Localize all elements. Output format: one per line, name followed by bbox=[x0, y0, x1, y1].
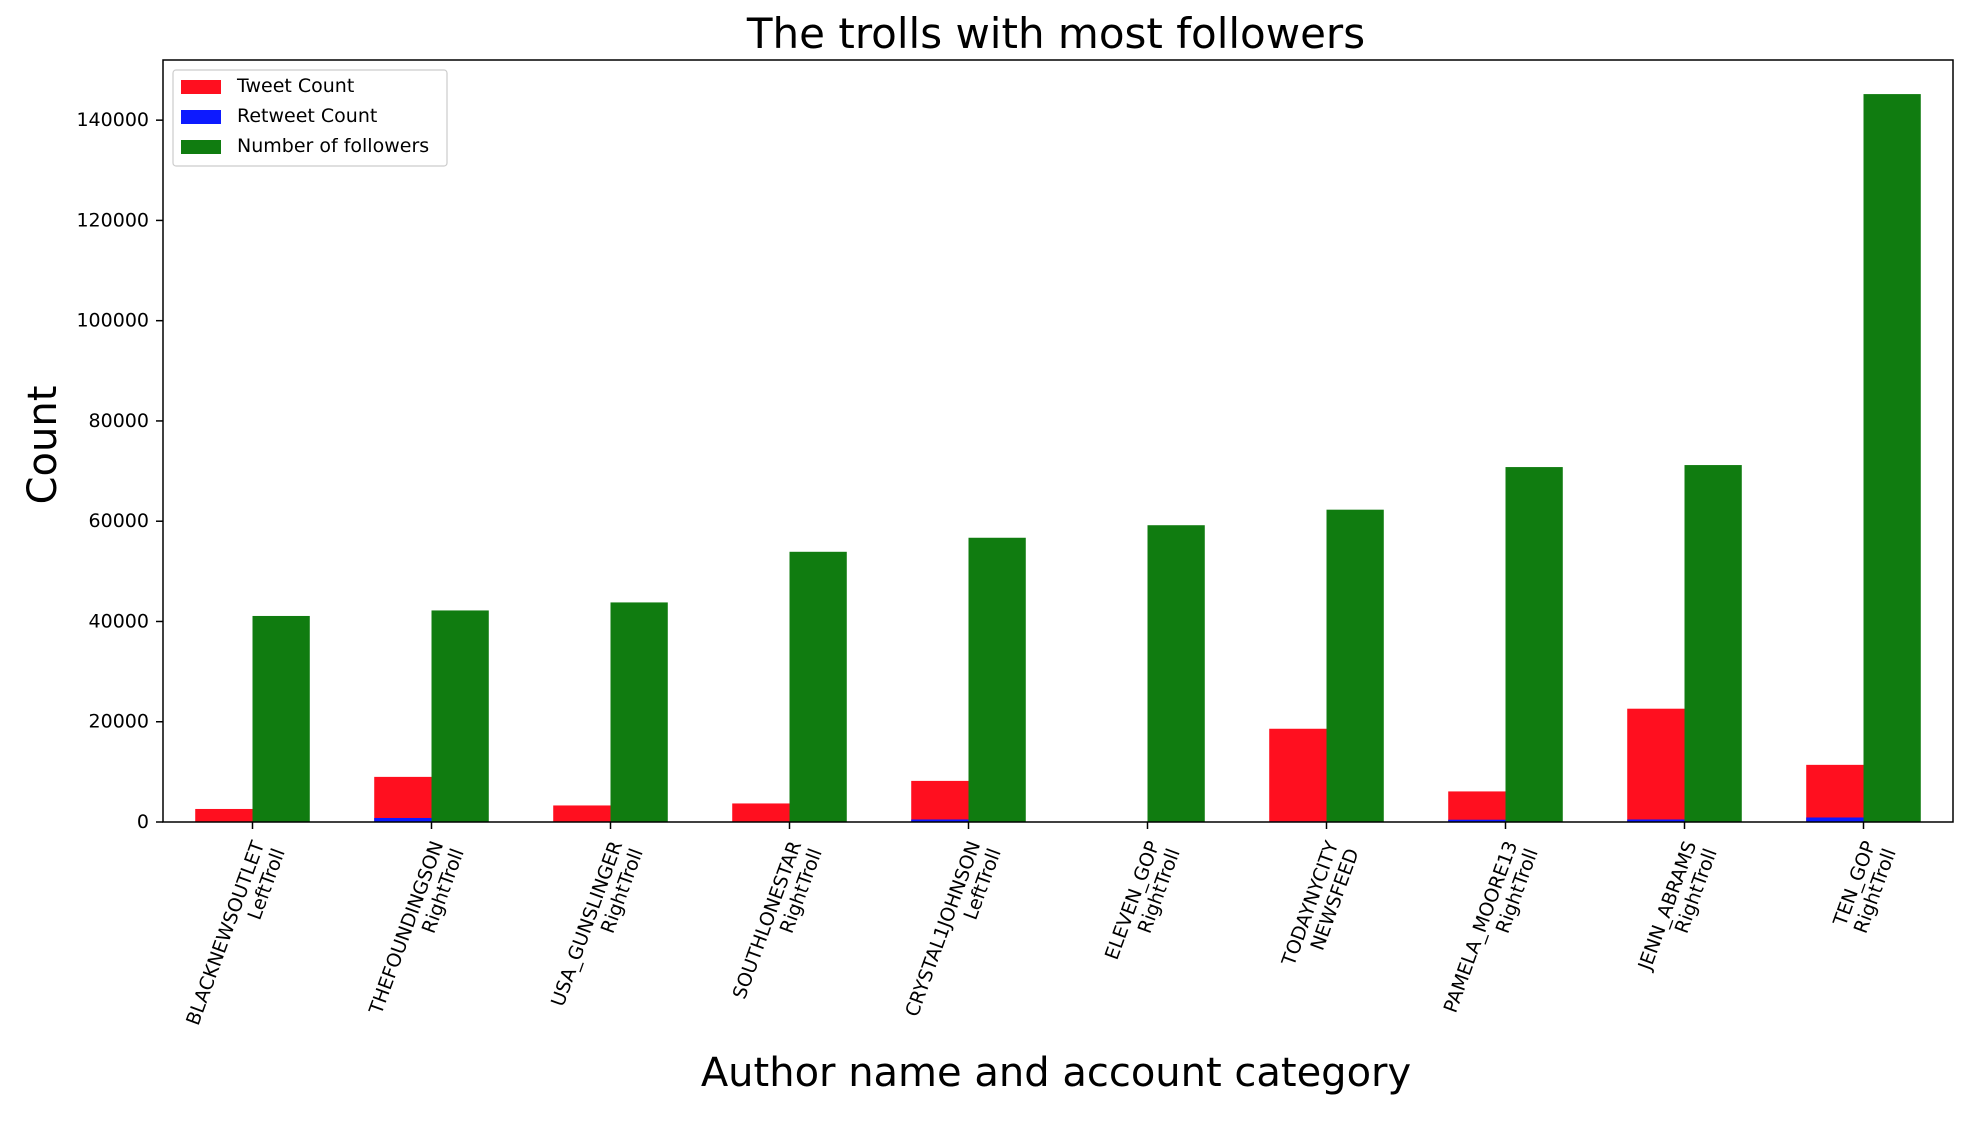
bar-number-of-followers bbox=[431, 610, 489, 822]
x-tick-label: PAMELA_MOORE13RightTroll bbox=[1440, 838, 1543, 1023]
y-axis-label: Count bbox=[20, 386, 66, 505]
bar-number-of-followers bbox=[610, 602, 668, 822]
y-tick-label: 60000 bbox=[89, 510, 149, 532]
plot-area: BLACKNEWSOUTLETLeftTroll THEFOUNDINGSONRi… bbox=[76, 59, 1954, 1036]
bar-tweet-count bbox=[1806, 764, 1864, 822]
y-tick-label: 140000 bbox=[76, 109, 149, 131]
bar-number-of-followers bbox=[789, 551, 847, 822]
legend-box bbox=[172, 69, 448, 167]
y-tick-label: 40000 bbox=[89, 610, 149, 632]
bar-number-of-followers bbox=[1326, 509, 1384, 822]
bar-tweet-count bbox=[732, 803, 790, 822]
bar-number-of-followers bbox=[968, 537, 1026, 822]
legend: Tweet Count Retweet Count Number of follow… bbox=[172, 69, 448, 167]
x-tick-label: CRYSTAL1JOHNSONLeftTroll bbox=[901, 838, 1005, 1027]
y-tick-label: 100000 bbox=[76, 310, 149, 332]
legend-swatch bbox=[181, 140, 221, 154]
legend-swatch bbox=[181, 110, 221, 124]
x-tick-label: BLACKNEWSOUTLETLeftTroll bbox=[182, 838, 290, 1036]
x-tick-label: TODAYNYCITYNEWSFEED bbox=[1277, 838, 1363, 977]
y-tick-label: 0 bbox=[137, 811, 149, 833]
bar-retweet-count bbox=[1806, 817, 1864, 822]
x-tick-label: SOUTHLONESTARRightTroll bbox=[729, 838, 827, 1009]
bar-tweet-count bbox=[553, 805, 611, 822]
bar-number-of-followers bbox=[1684, 465, 1742, 822]
legend-swatch bbox=[181, 80, 221, 94]
bar-retweet-count bbox=[911, 819, 969, 822]
plot-frame bbox=[162, 59, 1954, 823]
legend-label: Retweet Count bbox=[237, 105, 377, 127]
x-tick-label: TEN_GOPRightTroll bbox=[1829, 838, 1901, 937]
bar-number-of-followers bbox=[1147, 525, 1205, 822]
y-tick-label: 120000 bbox=[76, 209, 149, 231]
bar-tweet-count bbox=[195, 808, 253, 822]
chart-title: The trolls with most followers bbox=[746, 9, 1365, 58]
x-tick-label: JENN_ABRAMSRightTroll bbox=[1634, 838, 1722, 981]
legend-label: Number of followers bbox=[237, 135, 429, 157]
x-tick-label: ELEVEN_GOPRightTroll bbox=[1101, 838, 1185, 970]
bar-number-of-followers bbox=[1505, 467, 1563, 822]
x-tick-label: USA_GUNSLINGERRightTroll bbox=[547, 838, 648, 1017]
x-tick-label: THEFOUNDINGSONRightTroll bbox=[365, 838, 469, 1025]
bar-tweet-count bbox=[1269, 728, 1327, 822]
y-tick-label: 20000 bbox=[89, 711, 149, 733]
bar-retweet-count bbox=[1448, 819, 1506, 822]
y-tick-label: 80000 bbox=[89, 410, 149, 432]
bar-tweet-count bbox=[911, 780, 969, 822]
bar-number-of-followers bbox=[1863, 94, 1921, 822]
bar-tweet-count bbox=[1448, 791, 1506, 822]
x-axis-label: Author name and account category bbox=[701, 1050, 1411, 1096]
bar-tweet-count bbox=[1627, 708, 1685, 822]
bar-retweet-count bbox=[1627, 819, 1685, 822]
bar-tweet-count bbox=[374, 776, 432, 822]
bar-number-of-followers bbox=[252, 615, 310, 822]
bar-retweet-count bbox=[374, 817, 432, 822]
legend-label: Tweet Count bbox=[236, 75, 354, 97]
